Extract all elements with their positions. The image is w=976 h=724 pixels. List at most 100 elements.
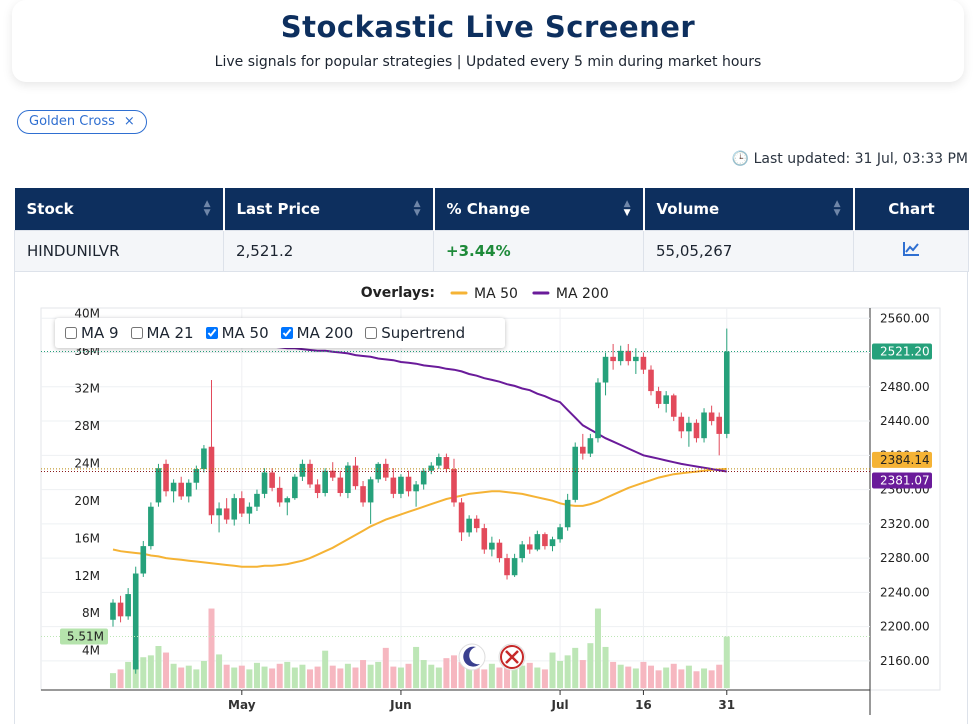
candle-body: [367, 479, 374, 503]
volume-bar: [640, 661, 647, 689]
candle-body: [337, 477, 344, 494]
candle-body: [254, 493, 260, 507]
candle-body: [693, 422, 700, 439]
candle-body: [481, 528, 488, 550]
volume-bar: [610, 661, 617, 689]
candle-body: [458, 502, 465, 533]
volume-bar: [549, 652, 556, 689]
cell: 2,521.2: [223, 230, 434, 272]
volume-tick-label: 4M: [82, 644, 100, 658]
checkbox[interactable]: [130, 327, 143, 339]
candle-body: [352, 465, 359, 487]
volume-bar: [223, 664, 230, 689]
volume-tick-label: 20M: [74, 494, 100, 508]
page-subtitle: Live signals for popular strategies | Up…: [214, 54, 762, 70]
volume-bar: [216, 654, 223, 689]
candle-body: [580, 446, 586, 454]
candle-body: [496, 542, 503, 559]
volume-bar: [170, 663, 177, 689]
volume-bar: [193, 669, 200, 689]
volume-bar: [185, 665, 192, 689]
volume-bar: [117, 669, 124, 689]
volume-bar: [140, 657, 147, 689]
indicator-label: Supertrend: [381, 324, 466, 342]
volume-bar: [458, 661, 465, 689]
column-header[interactable]: % Change ▲ ▼: [433, 188, 645, 231]
volume-bar: [655, 670, 662, 689]
volume-bar: [382, 647, 389, 689]
checkbox[interactable]: [205, 327, 218, 339]
candle-body: [375, 463, 382, 480]
volume-bar: [397, 667, 404, 689]
candle-body: [648, 369, 654, 392]
candle-body: [519, 544, 525, 559]
volume-bar: [473, 666, 480, 689]
volume-tick-label: 32M: [74, 382, 100, 396]
candle-body: [360, 486, 366, 503]
price-tick-label: 2480.00: [880, 380, 930, 394]
close-x: [505, 650, 519, 664]
checkbox[interactable]: [280, 327, 293, 339]
volume-bar: [405, 663, 412, 689]
chart-panel: [14, 271, 968, 724]
indicator-toggle[interactable]: MA 200: [280, 324, 353, 342]
candle-body: [178, 482, 184, 497]
candle-body: [299, 463, 306, 477]
ma-tag: [872, 451, 932, 468]
chip-close[interactable]: ×: [123, 114, 135, 129]
volume-bar: [519, 665, 526, 689]
column-header[interactable]: Stock ▲ ▼: [14, 188, 225, 231]
volume-bar: [375, 661, 382, 689]
volume-bar: [276, 663, 283, 689]
volume-bar: [466, 665, 473, 689]
candle-body: [201, 448, 207, 470]
candle-body: [276, 487, 283, 503]
indicator-toggle[interactable]: MA 21: [130, 324, 194, 342]
column-header[interactable]: Last Price ▲ ▼: [223, 188, 435, 231]
cell[interactable]: [853, 230, 969, 272]
checkbox[interactable]: [365, 327, 378, 339]
volume-bar: [701, 668, 708, 689]
sort-icon: ▲ ▼: [623, 199, 631, 218]
header-text: Last Price: [236, 200, 321, 218]
volume-bar: [602, 646, 609, 689]
volume-tick-label: 16M: [74, 531, 100, 545]
filter-chip[interactable]: Golden Cross ×: [17, 110, 147, 134]
volume-bar: [291, 667, 298, 689]
last-updated-text: Last updated: 31 Jul, 03:33 PM: [753, 151, 968, 167]
volume-bar: [541, 669, 548, 689]
volume-bar: [261, 666, 268, 689]
sort-icon: ▲ ▼: [833, 199, 841, 218]
volume-bar: [587, 643, 594, 689]
candle-body: [110, 602, 116, 620]
chart-icon[interactable]: [902, 241, 920, 257]
chart-layer: 2560.002520.002480.002440.002400.002360.…: [40, 285, 941, 715]
header-text: Chart: [888, 200, 935, 218]
indicator-label: MA 9: [81, 324, 119, 342]
price-tick-label: 2160.00: [880, 654, 930, 668]
volume-bar: [360, 660, 367, 689]
column-header[interactable]: Volume ▲ ▼: [643, 188, 855, 231]
indicator-label: MA 21: [146, 324, 194, 342]
volume-bar: [557, 660, 564, 689]
candle-body: [595, 382, 601, 439]
candle-body: [723, 351, 730, 434]
ma-tag-label: 2381.07: [880, 474, 930, 488]
candle-body: [398, 476, 404, 494]
volume-bar: [307, 669, 314, 689]
volume-bar: [200, 660, 207, 689]
indicator-toggle[interactable]: MA 50: [205, 324, 269, 342]
indicator-toggle[interactable]: Supertrend: [365, 324, 465, 342]
volume-bar: [299, 664, 306, 689]
header-text: % Change: [446, 200, 531, 218]
candle-body: [602, 356, 609, 383]
x-tick-label: 31: [718, 698, 735, 712]
indicator-toggle[interactable]: MA 9: [65, 324, 119, 342]
candle-body: [610, 356, 616, 362]
volume-bar: [253, 662, 260, 689]
checkbox[interactable]: [65, 327, 77, 339]
candle-body: [307, 463, 313, 485]
candle-body: [382, 463, 389, 478]
table-row[interactable]: HINDUNILVR 2,521.2 +3.44% 55,05,267: [14, 230, 969, 272]
sort-icon: ▲ ▼: [413, 199, 421, 218]
